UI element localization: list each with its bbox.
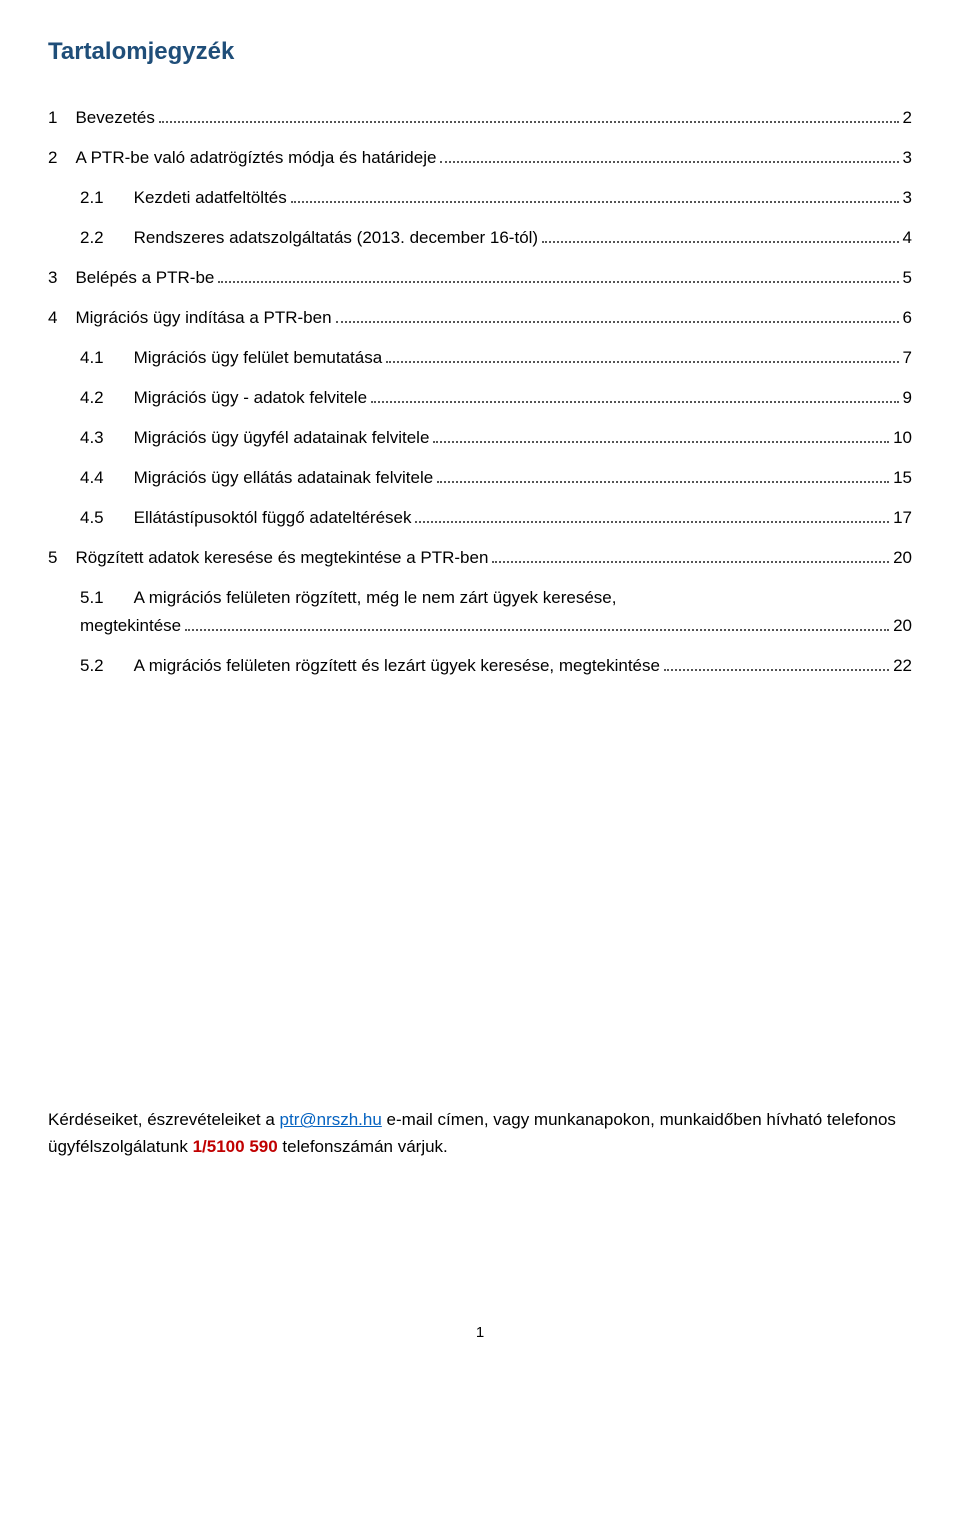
contact-phone: 1/5100 590 <box>193 1137 278 1156</box>
toc-leader <box>437 481 889 483</box>
toc-leader <box>542 241 898 243</box>
toc-entry[interactable]: 4.5Ellátástípusoktól függő adateltérések… <box>48 498 912 538</box>
toc-label: 4Migrációs ügy indítása a PTR-ben <box>48 304 332 332</box>
toc-label-cont: megtekintése <box>80 612 181 640</box>
toc-leader <box>440 161 898 163</box>
toc-page: 15 <box>893 464 912 492</box>
toc-page: 17 <box>893 504 912 532</box>
page-number: 1 <box>48 1321 912 1346</box>
toc-label: 5Rögzített adatok keresése és megtekinté… <box>48 544 488 572</box>
contact-email-link[interactable]: ptr@nrszh.hu <box>280 1110 382 1129</box>
toc-leader <box>291 201 899 203</box>
toc-leader <box>336 321 899 323</box>
toc-page: 6 <box>903 304 912 332</box>
toc-label: 2A PTR-be való adatrögíztés módja és hat… <box>48 144 436 172</box>
toc-leader <box>415 521 889 523</box>
toc-leader <box>386 361 898 363</box>
toc-label: 4.3Migrációs ügy ügyfél adatainak felvit… <box>80 424 429 452</box>
toc-label: 4.4Migrációs ügy ellátás adatainak felvi… <box>80 464 433 492</box>
toc-page: 9 <box>903 384 912 412</box>
contact-paragraph: Kérdéseiket, észrevételeiket a ptr@nrszh… <box>48 1106 912 1160</box>
toc-entry[interactable]: 3Belépés a PTR-be 5 <box>48 258 912 298</box>
toc-page: 3 <box>903 184 912 212</box>
toc-leader <box>371 401 899 403</box>
toc-page: 22 <box>893 652 912 680</box>
toc-entry[interactable]: 5.2A migrációs felületen rögzített és le… <box>48 646 912 686</box>
toc-leader <box>185 629 889 631</box>
contact-suffix: telefonszámán várjuk. <box>278 1137 448 1156</box>
toc-label: 2.2Rendszeres adatszolgáltatás (2013. de… <box>80 224 538 252</box>
toc-label: 5.1A migrációs felületen rögzített, még … <box>80 584 912 612</box>
contact-prefix: Kérdéseiket, észrevételeiket a <box>48 1110 280 1129</box>
toc-entry[interactable]: 2.1Kezdeti adatfeltöltés 3 <box>48 178 912 218</box>
toc-label: 4.2Migrációs ügy - adatok felvitele <box>80 384 367 412</box>
toc-label: 4.1Migrációs ügy felület bemutatása <box>80 344 382 372</box>
toc-page: 7 <box>903 344 912 372</box>
toc-leader <box>218 281 898 283</box>
toc-page: 10 <box>893 424 912 452</box>
toc-page: 20 <box>893 612 912 640</box>
toc-entry[interactable]: 1Bevezetés 2 <box>48 98 912 138</box>
toc-label: 2.1Kezdeti adatfeltöltés <box>80 184 287 212</box>
toc-leader <box>159 121 899 123</box>
toc-page: 3 <box>903 144 912 172</box>
toc-entry[interactable]: 2.2Rendszeres adatszolgáltatás (2013. de… <box>48 218 912 258</box>
toc-leader <box>664 669 889 671</box>
toc-entry[interactable]: 4.2Migrációs ügy - adatok felvitele 9 <box>48 378 912 418</box>
toc-label: 5.2A migrációs felületen rögzített és le… <box>80 652 660 680</box>
toc-page: 2 <box>903 104 912 132</box>
toc-title: Tartalomjegyzék <box>48 32 912 72</box>
toc-leader <box>433 441 889 443</box>
toc-list: 1Bevezetés 2 2A PTR-be való adatrögíztés m… <box>48 98 912 687</box>
toc-entry[interactable]: 4.1Migrációs ügy felület bemutatása 7 <box>48 338 912 378</box>
toc-entry[interactable]: 4.4Migrációs ügy ellátás adatainak felvi… <box>48 458 912 498</box>
toc-page: 5 <box>903 264 912 292</box>
toc-entry[interactable]: 4Migrációs ügy indítása a PTR-ben 6 <box>48 298 912 338</box>
toc-label: 4.5Ellátástípusoktól függő adateltérések <box>80 504 411 532</box>
toc-entry[interactable]: 5Rögzített adatok keresése és megtekinté… <box>48 538 912 578</box>
toc-entry[interactable]: 4.3Migrációs ügy ügyfél adatainak felvit… <box>48 418 912 458</box>
toc-leader <box>492 561 889 563</box>
toc-label: 3Belépés a PTR-be <box>48 264 214 292</box>
toc-page: 20 <box>893 544 912 572</box>
toc-entry[interactable]: 5.1A migrációs felületen rögzített, még … <box>48 578 912 646</box>
toc-entry[interactable]: 2A PTR-be való adatrögíztés módja és hat… <box>48 138 912 178</box>
toc-page: 4 <box>903 224 912 252</box>
toc-label: 1Bevezetés <box>48 104 155 132</box>
